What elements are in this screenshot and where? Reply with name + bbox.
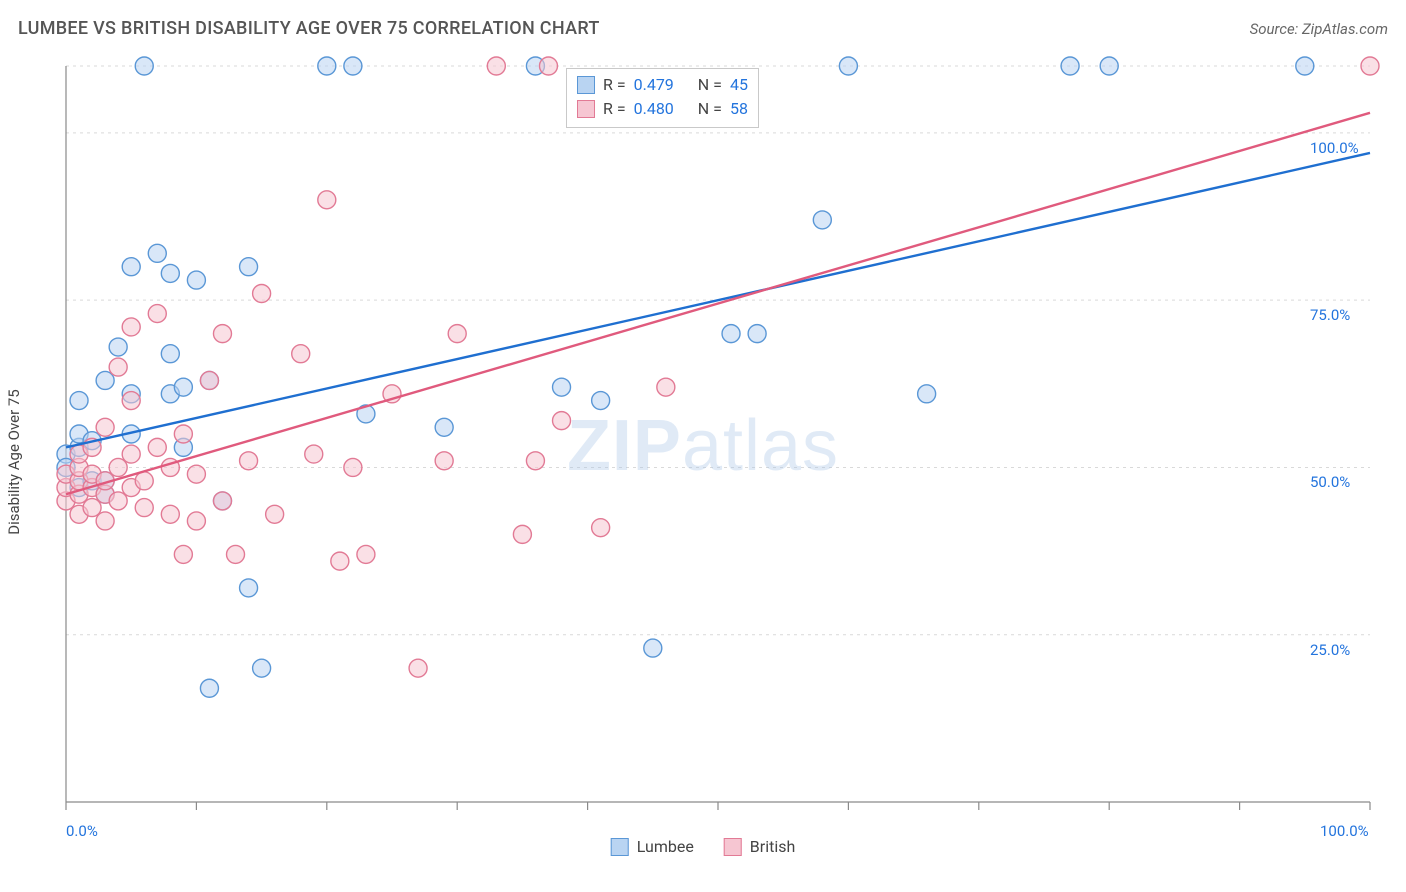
y-tick-label: 25.0%	[1310, 641, 1350, 659]
legend: Lumbee British	[611, 837, 796, 856]
source-label: Source: ZipAtlas.com	[1250, 20, 1388, 38]
stats-swatch	[577, 76, 595, 94]
r-label: R =	[603, 73, 626, 97]
chart-title: LUMBEE VS BRITISH DISABILITY AGE OVER 75…	[18, 18, 600, 39]
y-tick-label: 50.0%	[1310, 473, 1350, 491]
x-tick-label: 100.0%	[1320, 822, 1369, 840]
chart-header: LUMBEE VS BRITISH DISABILITY AGE OVER 75…	[18, 18, 1388, 39]
n-value: 58	[730, 97, 748, 121]
stats-box: R = 0.479 N = 45 R = 0.480 N = 58	[566, 68, 759, 128]
scatter-chart	[18, 50, 1388, 874]
stats-row: R = 0.480 N = 58	[577, 97, 748, 121]
x-tick-label: 0.0%	[66, 822, 98, 840]
legend-swatch	[611, 838, 629, 856]
n-label: N =	[698, 73, 722, 97]
n-label: N =	[698, 97, 722, 121]
stats-row: R = 0.479 N = 45	[577, 73, 748, 97]
legend-label: Lumbee	[637, 837, 694, 856]
legend-label: British	[750, 837, 795, 856]
legend-item: Lumbee	[611, 837, 694, 856]
legend-swatch	[724, 838, 742, 856]
stats-swatch	[577, 100, 595, 118]
r-value: 0.480	[634, 97, 674, 121]
n-value: 45	[730, 73, 748, 97]
y-axis-label: Disability Age Over 75	[5, 389, 23, 534]
chart-area: Disability Age Over 75 ZIPatlas R =0.479…	[18, 50, 1388, 874]
legend-item: British	[724, 837, 795, 856]
r-label: R =	[603, 97, 626, 121]
y-tick-label: 75.0%	[1310, 306, 1350, 324]
r-value: 0.479	[634, 73, 674, 97]
y-tick-label: 100.0%	[1310, 139, 1359, 157]
